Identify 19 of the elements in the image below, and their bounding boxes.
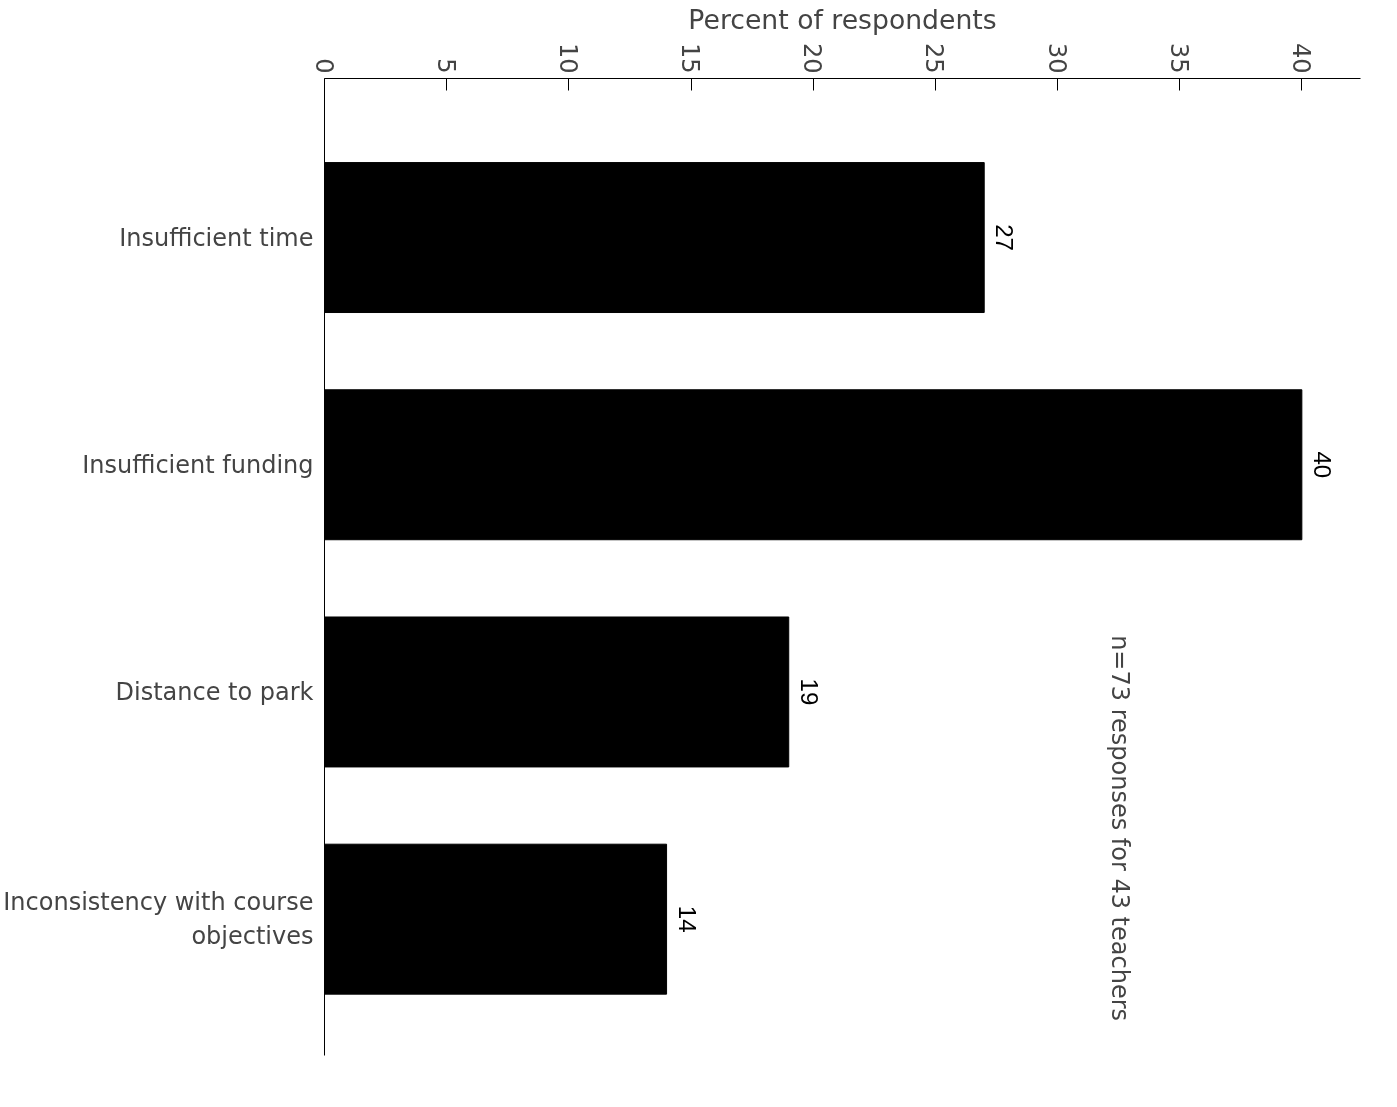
x-tick-label: 20: [798, 42, 827, 74]
y-tick-label: Distance to park: [115, 677, 314, 706]
x-tick-label: 0: [309, 58, 338, 74]
data-label: 19: [795, 678, 823, 706]
annotation: n=73 responses for 43 teachers: [1106, 635, 1135, 1022]
y-tick-label: Inconsistency with course objectives: [3, 888, 314, 950]
x-tick-label: 25: [920, 42, 949, 74]
data-label: 40: [1308, 451, 1336, 479]
x-tick-label: 5: [431, 58, 460, 74]
data-label: 14: [673, 905, 701, 933]
y-tick-label: Insufficient time: [119, 223, 314, 252]
y-tick-label: Insufficient funding: [82, 450, 314, 479]
x-tick-label: 30: [1042, 42, 1071, 74]
x-tick-label: 10: [553, 42, 582, 74]
x-tick-label: 15: [676, 42, 705, 74]
x-tick-label: 35: [1164, 42, 1193, 74]
x-tick-label: 40: [1286, 42, 1315, 74]
data-label: 27: [991, 224, 1019, 251]
x-axis-title: Percent of respondents: [688, 3, 997, 35]
